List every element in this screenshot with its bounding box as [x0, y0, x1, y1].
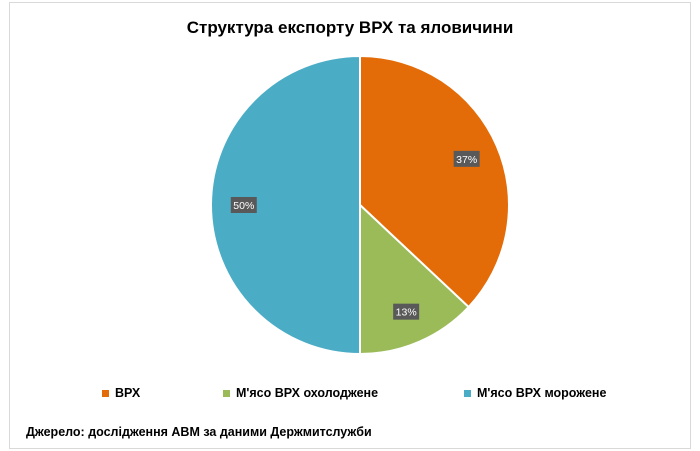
legend-swatch: [223, 389, 230, 397]
pie-slice: [359, 202, 471, 356]
svg-text:13%: 13%: [396, 307, 417, 319]
legend: ВРХ М'ясо ВРХ охолоджене М'ясо ВРХ морож…: [0, 386, 700, 406]
legend-swatch: [102, 389, 109, 397]
pie-slice: [359, 54, 510, 309]
legend-item-vrh: ВРХ: [102, 386, 140, 400]
svg-text:50%: 50%: [233, 200, 254, 212]
data-label: 13%: [393, 303, 420, 320]
chart-title: Структура експорту ВРХ та яловичини: [186, 18, 514, 37]
source-note: Джерело: дослідження АВМ за даними Держм…: [26, 425, 372, 439]
legend-item-chilled-meat: М'ясо ВРХ охолоджене: [223, 386, 378, 400]
legend-label: М'ясо ВРХ морожене: [477, 386, 607, 400]
legend-swatch: [464, 389, 471, 397]
legend-item-frozen-meat: М'ясо ВРХ морожене: [464, 386, 606, 400]
svg-text:37%: 37%: [456, 154, 477, 166]
legend-label: М'ясо ВРХ охолоджене: [236, 386, 379, 400]
data-label: 50%: [230, 197, 257, 213]
pie-slice: [210, 54, 361, 356]
data-label: 37%: [453, 150, 480, 167]
legend-label: ВРХ: [115, 386, 141, 400]
